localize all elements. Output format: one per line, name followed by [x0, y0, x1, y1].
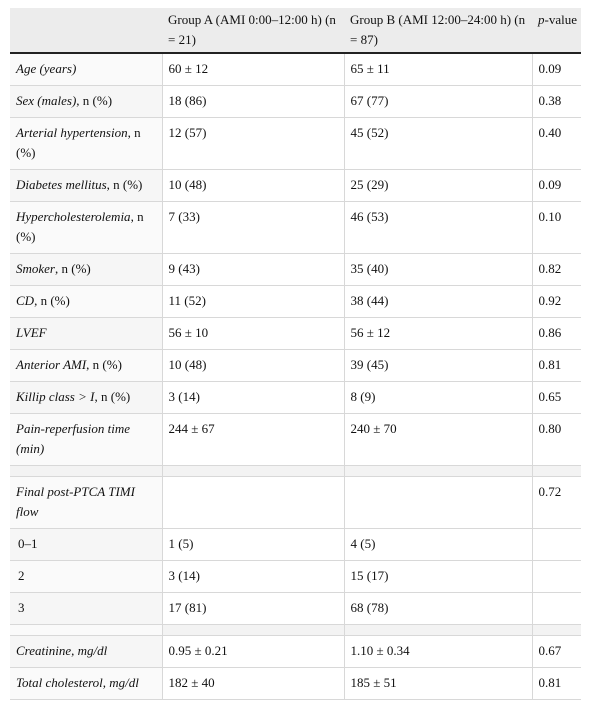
- table-row: Killip class > I, n (%) 3 (14) 8 (9) 0.6…: [10, 381, 581, 414]
- group-a-value: 10 (48): [161, 349, 344, 382]
- p-value: [531, 560, 581, 593]
- group-a-value: 3 (14): [161, 381, 344, 414]
- group-b-value: 45 (52): [343, 117, 532, 170]
- p-value: 0.67: [531, 635, 581, 668]
- header-cell-group-b: Group B (AMI 12:00–24:00 h) (n = 87): [344, 8, 532, 54]
- table-row: LVEF 56 ± 10 56 ± 12 0.86: [10, 317, 581, 350]
- row-label: Arterial hypertension, n (%): [10, 117, 162, 170]
- table-row: Arterial hypertension, n (%) 12 (57) 45 …: [10, 117, 581, 170]
- group-a-value: 56 ± 10: [161, 317, 344, 350]
- table-row: Age (years) 60 ± 12 65 ± 11 0.09: [10, 53, 581, 86]
- group-b-value: [343, 476, 532, 529]
- header-cell-p-value: p-value: [532, 8, 581, 54]
- p-value: 0.40: [531, 117, 581, 170]
- table-row: Hypercholesterolemia, n (%) 7 (33) 46 (5…: [10, 201, 581, 254]
- p-value: 0.09: [531, 53, 581, 86]
- timi-subrow: 0–1 1 (5) 4 (5): [10, 528, 581, 561]
- spacer-row: [10, 465, 581, 477]
- p-value: 0.10: [531, 201, 581, 254]
- group-a-value: 244 ± 67: [161, 413, 344, 466]
- group-b-value: 4 (5): [343, 528, 532, 561]
- group-a-value: 18 (86): [161, 85, 344, 118]
- p-value: 0.38: [531, 85, 581, 118]
- p-value: 0.80: [531, 413, 581, 466]
- group-a-value: 9 (43): [161, 253, 344, 286]
- p-value: 0.92: [531, 285, 581, 318]
- table-row: CD, n (%) 11 (52) 38 (44) 0.92: [10, 285, 581, 318]
- row-label: Creatinine, mg/dl: [10, 635, 162, 668]
- p-value: [531, 592, 581, 625]
- row-label: 0–1: [10, 528, 162, 561]
- row-label: 3: [10, 592, 162, 625]
- timi-subrow: 3 17 (81) 68 (78): [10, 592, 581, 625]
- group-a-value: 11 (52): [161, 285, 344, 318]
- group-a-value: 182 ± 40: [161, 667, 344, 700]
- p-value: 0.81: [531, 349, 581, 382]
- p-value: 0.82: [531, 253, 581, 286]
- row-label: Diabetes mellitus, n (%): [10, 169, 162, 202]
- header-p-italic: p: [538, 12, 545, 27]
- group-b-value: 185 ± 51: [343, 667, 532, 700]
- group-b-value: 1.10 ± 0.34: [343, 635, 532, 668]
- group-b-value: 25 (29): [343, 169, 532, 202]
- group-a-value: 17 (81): [161, 592, 344, 625]
- group-a-value: 10 (48): [161, 169, 344, 202]
- group-b-value: 65 ± 11: [343, 53, 532, 86]
- row-label: Smoker, n (%): [10, 253, 162, 286]
- header-cell-group-a: Group A (AMI 0:00–12:00 h) (n = 21): [162, 8, 344, 54]
- group-a-value: [161, 476, 344, 529]
- group-b-value: 56 ± 12: [343, 317, 532, 350]
- table-row: Smoker, n (%) 9 (43) 35 (40) 0.82: [10, 253, 581, 286]
- group-b-value: 38 (44): [343, 285, 532, 318]
- p-value: 0.81: [531, 667, 581, 700]
- group-b-value: 39 (45): [343, 349, 532, 382]
- header-p-rest: -value: [544, 12, 577, 27]
- group-a-value: 12 (57): [161, 117, 344, 170]
- table-row: Diabetes mellitus, n (%) 10 (48) 25 (29)…: [10, 169, 581, 202]
- group-a-value: 7 (33): [161, 201, 344, 254]
- group-b-value: 15 (17): [343, 560, 532, 593]
- timi-header-row: Final post-PTCA TIMI flow 0.72: [10, 476, 581, 529]
- group-b-value: 240 ± 70: [343, 413, 532, 466]
- table-row: Creatinine, mg/dl 0.95 ± 0.21 1.10 ± 0.3…: [10, 635, 581, 668]
- row-label: LVEF: [10, 317, 162, 350]
- timi-subrow: 2 3 (14) 15 (17): [10, 560, 581, 593]
- row-label: Sex (males), n (%): [10, 85, 162, 118]
- header-row: Group A (AMI 0:00–12:00 h) (n = 21) Grou…: [10, 8, 581, 54]
- table-row: Sex (males), n (%) 18 (86) 67 (77) 0.38: [10, 85, 581, 118]
- group-b-value: 46 (53): [343, 201, 532, 254]
- p-value: 0.72: [531, 476, 581, 529]
- row-label: Final post-PTCA TIMI flow: [10, 476, 162, 529]
- table-row: Pain-reperfusion time (min) 244 ± 67 240…: [10, 413, 581, 466]
- row-label: Hypercholesterolemia, n (%): [10, 201, 162, 254]
- row-label: Total cholesterol, mg/dl: [10, 667, 162, 700]
- data-table: Group A (AMI 0:00–12:00 h) (n = 21) Grou…: [10, 8, 581, 700]
- p-value: 0.65: [531, 381, 581, 414]
- row-label: Anterior AMI, n (%): [10, 349, 162, 382]
- group-a-value: 3 (14): [161, 560, 344, 593]
- p-value: 0.86: [531, 317, 581, 350]
- table-row: Anterior AMI, n (%) 10 (48) 39 (45) 0.81: [10, 349, 581, 382]
- group-b-value: 68 (78): [343, 592, 532, 625]
- p-value: [531, 528, 581, 561]
- header-cell-variable: [10, 8, 162, 54]
- spacer-row: [10, 624, 581, 636]
- row-label: Age (years): [10, 53, 162, 86]
- table-row: Total cholesterol, mg/dl 182 ± 40 185 ± …: [10, 667, 581, 700]
- row-label: Killip class > I, n (%): [10, 381, 162, 414]
- group-b-value: 8 (9): [343, 381, 532, 414]
- group-a-value: 1 (5): [161, 528, 344, 561]
- group-a-value: 60 ± 12: [161, 53, 344, 86]
- group-a-value: 0.95 ± 0.21: [161, 635, 344, 668]
- p-value: 0.09: [531, 169, 581, 202]
- group-b-value: 67 (77): [343, 85, 532, 118]
- row-label: CD, n (%): [10, 285, 162, 318]
- row-label: 2: [10, 560, 162, 593]
- row-label: Pain-reperfusion time (min): [10, 413, 162, 466]
- group-b-value: 35 (40): [343, 253, 532, 286]
